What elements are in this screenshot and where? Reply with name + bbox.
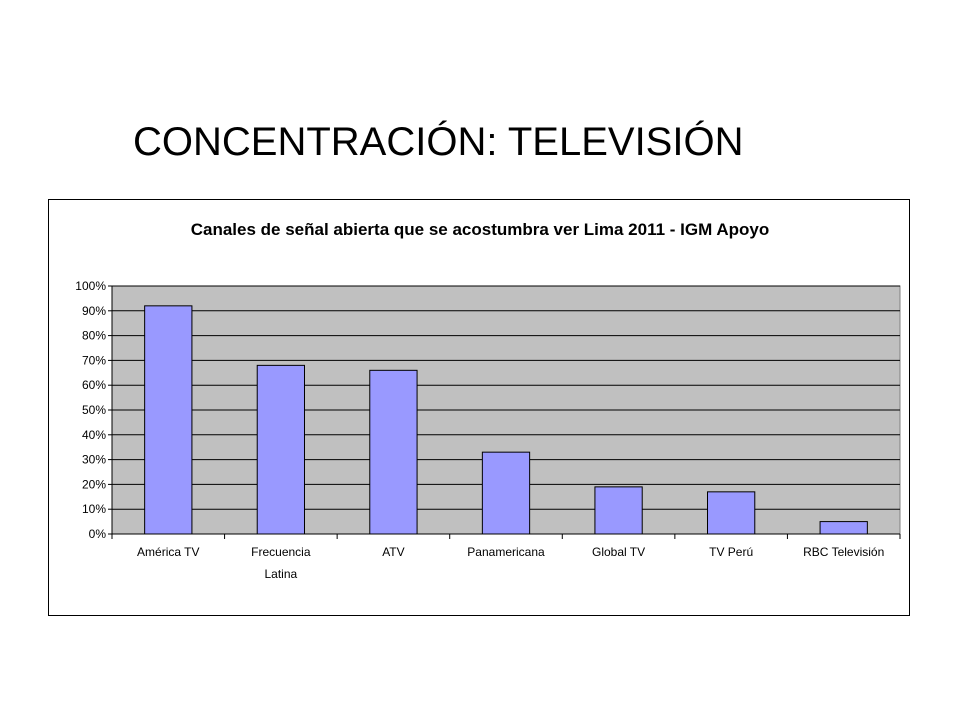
y-tick-label: 60% <box>82 378 106 392</box>
bar <box>594 486 643 535</box>
y-tick-label: 30% <box>82 453 106 467</box>
x-tick-label: TV Perú <box>709 545 753 559</box>
bars <box>144 305 868 535</box>
y-tick-label: 20% <box>82 477 106 491</box>
y-axis: 0% 10% 20% 30% 40% 50% 60% 70% 80% 90% 100% <box>75 279 113 541</box>
y-tick-label: 70% <box>82 353 106 367</box>
y-tick-label: 100% <box>75 279 106 293</box>
x-tick-label: Panamericana <box>467 545 545 559</box>
chart-frame: Canales de señal abierta que se acostumb… <box>48 199 910 616</box>
x-axis: América TV Frecuencia Latina ATV Panamerican… <box>111 533 901 581</box>
bar <box>707 491 756 535</box>
bar <box>481 451 531 535</box>
x-tick-label: América TV <box>137 545 199 559</box>
chart-title: Canales de señal abierta que se acostumb… <box>191 220 770 239</box>
bar-chart: Canales de señal abierta que se acostumb… <box>75 220 901 581</box>
y-tick-label: 0% <box>89 527 107 541</box>
bar <box>256 364 305 535</box>
y-tick-label: 50% <box>82 403 106 417</box>
y-tick-label: 40% <box>82 428 106 442</box>
bar <box>819 521 868 535</box>
y-tick-label: 80% <box>82 329 106 343</box>
x-tick-label: RBC Televisión <box>803 545 884 559</box>
y-tick-label: 90% <box>82 304 106 318</box>
x-tick-label: Latina <box>265 567 298 581</box>
x-tick-label: Frecuencia <box>251 545 311 559</box>
y-tick-label: 10% <box>82 502 106 516</box>
bar <box>369 369 418 535</box>
x-tick-label: ATV <box>382 545 404 559</box>
x-tick-label: Global TV <box>592 545 645 559</box>
bar <box>144 305 193 535</box>
slide-title: CONCENTRACIÓN: TELEVISIÓN <box>133 120 744 164</box>
